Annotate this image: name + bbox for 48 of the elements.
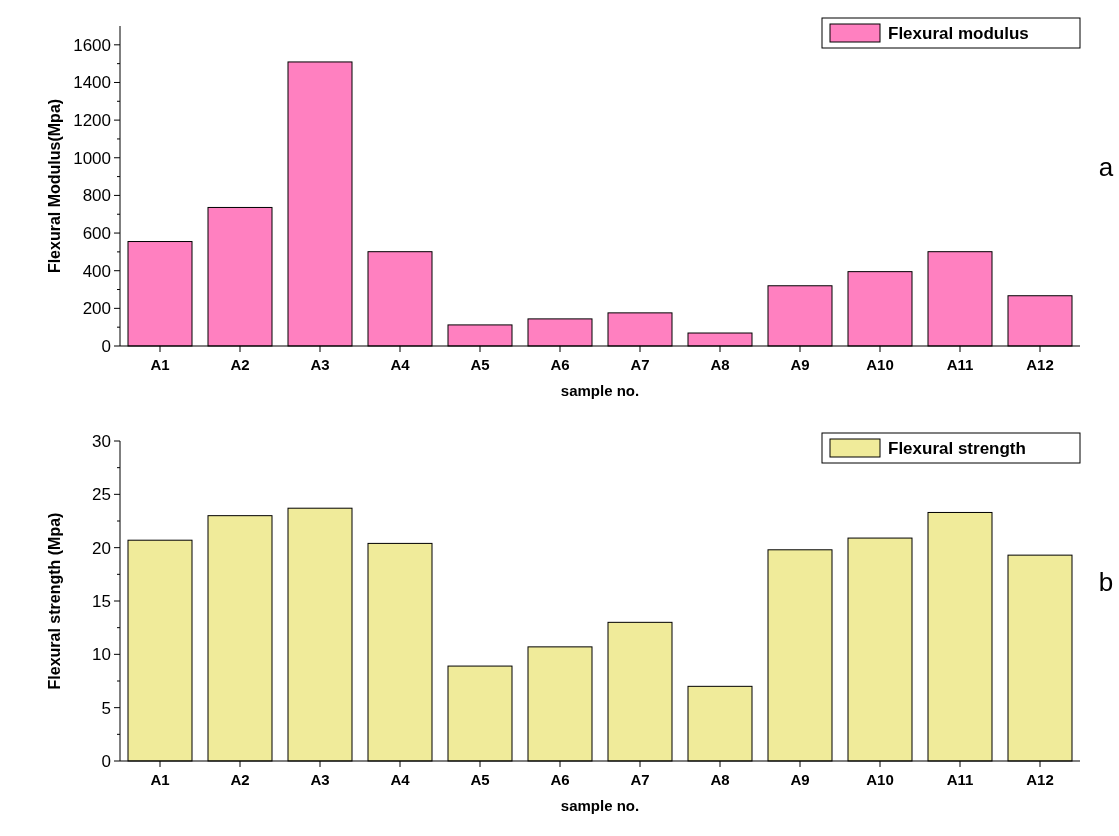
- text: a: [1098, 152, 1114, 182]
- x-tick-label: A1: [150, 356, 170, 373]
- y-tick-label: 0: [101, 336, 111, 356]
- y-tick-label: 0: [101, 751, 111, 771]
- x-tick-label: A11: [946, 771, 974, 788]
- x-tick-label: A8: [710, 771, 730, 788]
- y-tick-label: 400: [82, 261, 111, 281]
- x-axis-title: sample no.: [560, 382, 640, 399]
- x-tick-label: A10: [866, 771, 894, 788]
- x-tick-label: A9: [790, 771, 810, 788]
- x-tick-label: A4: [390, 356, 411, 373]
- x-tick-label: A4: [390, 771, 411, 788]
- y-axis-title: Flexural Modulus(Mpa): [46, 98, 63, 274]
- x-tick-label: A9: [790, 356, 810, 373]
- x-tick-label: A2: [230, 771, 250, 788]
- y-tick-label: 20: [92, 538, 111, 558]
- x-tick-label: A6: [550, 771, 570, 788]
- x-tick-label: A7: [630, 771, 650, 788]
- y-tick-label: 800: [82, 186, 111, 206]
- x-axis-title: sample no.: [560, 797, 640, 814]
- x-tick-label: A3: [310, 771, 330, 788]
- y-tick-label: 25: [92, 485, 111, 505]
- y-tick-label: 5: [101, 698, 111, 718]
- y-tick-label: 200: [82, 299, 111, 319]
- y-tick-label: 600: [82, 224, 111, 244]
- y-tick-label: 10: [92, 645, 111, 665]
- y-tick-label: 1600: [73, 35, 111, 55]
- x-tick-label: A10: [866, 356, 894, 373]
- y-tick-label: 30: [92, 431, 111, 451]
- x-tick-label: A3: [310, 356, 330, 373]
- y-tick-label: 1200: [73, 111, 111, 131]
- x-tick-label: A1: [150, 771, 170, 788]
- x-tick-label: A5: [470, 771, 490, 788]
- x-tick-label: A2: [230, 356, 250, 373]
- legend-label: Flexural strength: [888, 438, 1026, 458]
- y-tick-label: 15: [92, 591, 111, 611]
- x-tick-label: A5: [470, 356, 490, 373]
- text: b: [1098, 567, 1114, 597]
- x-tick-label: A12: [1026, 771, 1054, 788]
- x-tick-label: A7: [630, 356, 650, 373]
- legend-label: Flexural modulus: [888, 23, 1029, 43]
- x-tick-label: A11: [946, 356, 974, 373]
- x-tick-label: A8: [710, 356, 730, 373]
- y-axis-title: Flexural strength (Mpa): [46, 512, 63, 690]
- x-tick-label: A12: [1026, 356, 1054, 373]
- x-tick-label: A6: [550, 356, 570, 373]
- y-tick-label: 1400: [73, 73, 111, 93]
- y-tick-label: 1000: [73, 148, 111, 168]
